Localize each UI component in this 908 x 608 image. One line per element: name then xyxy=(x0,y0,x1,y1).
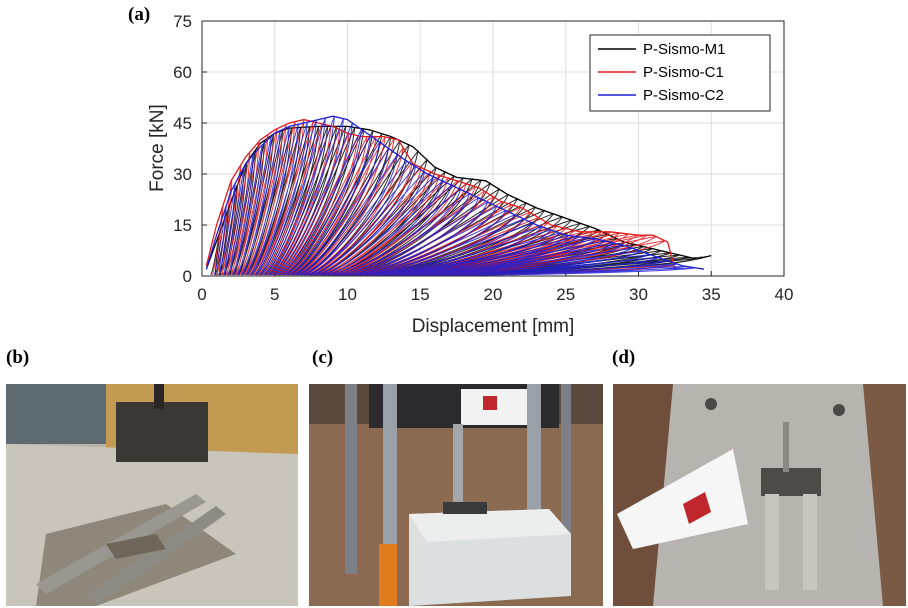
series-layer xyxy=(205,115,712,276)
plot-frame xyxy=(201,20,785,277)
photo-c-test-setup xyxy=(309,384,603,606)
y-axis-label: Force [kN] xyxy=(147,104,168,192)
y-tick-label: 15 xyxy=(173,216,192,235)
panel-label-b: (b) xyxy=(6,347,30,368)
y-tick-label: 45 xyxy=(173,114,192,133)
legend-label: P-Sismo-C2 xyxy=(643,87,724,104)
series-envelope-P-Sismo-C1 xyxy=(205,118,676,270)
x-tick-label: 10 xyxy=(338,285,357,304)
x-tick-label: 35 xyxy=(702,285,721,304)
x-tick-label: 20 xyxy=(484,285,503,304)
legend-box xyxy=(589,34,771,112)
series-envelope-P-Sismo-C2 xyxy=(205,115,705,270)
x-axis-label: Displacement [mm] xyxy=(412,316,575,337)
x-tick-label: 5 xyxy=(270,285,279,304)
y-tick-label: 60 xyxy=(173,63,192,82)
y-tick-label: 30 xyxy=(173,165,192,184)
y-tick-label: 0 xyxy=(183,267,192,286)
panel-label-d: (d) xyxy=(612,347,636,368)
x-tick-label: 30 xyxy=(629,285,648,304)
panel-label-a: (a) xyxy=(128,4,151,25)
y-tick-labels: 0 15 30 45 60 75 xyxy=(173,12,192,286)
x-tick-label: 40 xyxy=(775,285,794,304)
photo-b-failed-anchor-channel xyxy=(6,384,298,606)
legend-label: P-Sismo-C1 xyxy=(643,64,724,81)
legend: P-Sismo-M1 P-Sismo-C1 P-Sismo-C2 xyxy=(589,34,771,112)
legend-label: P-Sismo-M1 xyxy=(643,41,726,58)
photo-d-specimen-top-view xyxy=(613,384,906,606)
x-tick-label: 15 xyxy=(411,285,430,304)
x-tick-label: 0 xyxy=(197,285,206,304)
x-tick-labels: 0 5 10 15 20 25 30 35 40 xyxy=(197,285,793,304)
force-displacement-chart: 0 5 10 15 20 25 30 35 40 0 15 30 45 60 75 Displacemen… xyxy=(147,12,793,337)
y-tick-label: 75 xyxy=(173,12,192,31)
x-tick-label: 25 xyxy=(556,285,575,304)
panel-label-c: (c) xyxy=(312,347,334,368)
